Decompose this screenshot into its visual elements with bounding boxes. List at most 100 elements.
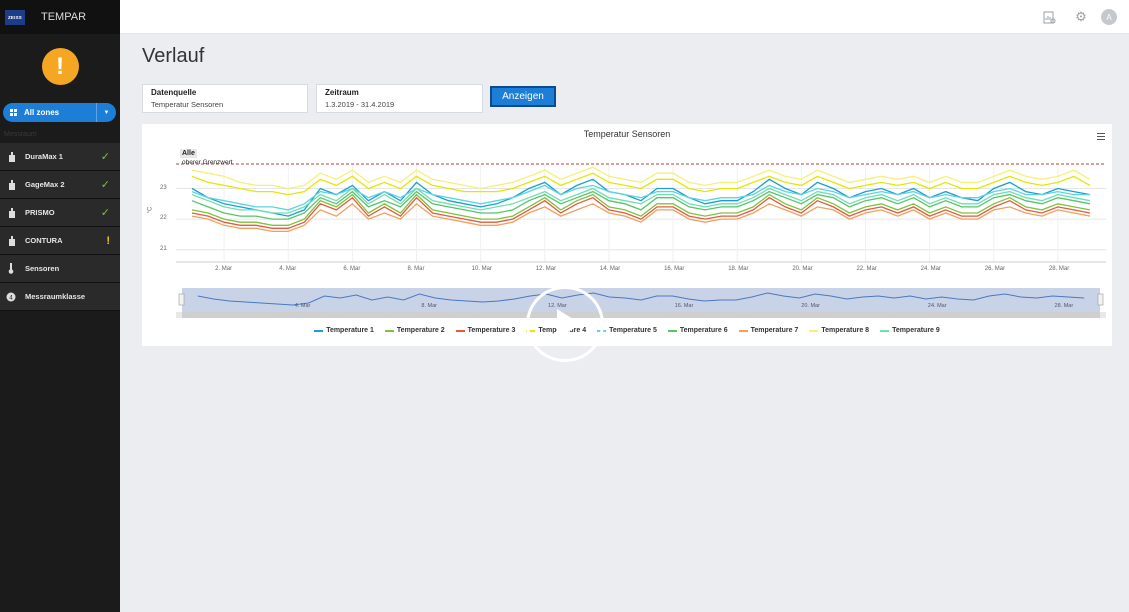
x-tick-label: 10. Mar xyxy=(471,266,492,272)
alert-icon[interactable]: ! xyxy=(41,48,79,85)
section-label: Messraum xyxy=(4,131,37,138)
series-line-5 xyxy=(191,184,1090,211)
series-line-7 xyxy=(191,202,1091,233)
device-icon xyxy=(6,151,16,163)
report-icon[interactable] xyxy=(1042,10,1056,24)
series-line-1 xyxy=(191,178,1091,217)
chevron-down-icon[interactable]: ▼ xyxy=(96,103,116,122)
chart-title: Temperatur Sensoren xyxy=(583,129,671,139)
legend-label: Temperature 8 xyxy=(821,327,870,334)
navigator-tick-label: 8. Mar xyxy=(421,303,437,309)
device-icon xyxy=(6,207,16,219)
sidebar-item-sensoren[interactable]: Sensoren xyxy=(0,255,120,283)
alert-symbol: ! xyxy=(56,52,64,80)
check-icon: ✓ xyxy=(100,207,110,219)
app-name: TEMPAR xyxy=(41,11,87,23)
x-tick-label: 4. Mar xyxy=(279,266,297,272)
sidebar-item-label: PRISMO xyxy=(25,208,55,217)
page-title: Verlauf xyxy=(142,45,205,67)
annotation-group: Alle xyxy=(180,149,197,158)
legend-swatch xyxy=(667,329,677,332)
period-field[interactable]: Zeitraum 1.3.2019 - 31.4.2019 xyxy=(316,84,483,113)
x-tick-label: 28. Mar xyxy=(1048,266,1070,272)
series-line-6 xyxy=(191,190,1091,220)
legend-label: Temperature 5 xyxy=(609,327,657,334)
sidebar-item-label: Messraumklasse xyxy=(25,292,86,301)
y-tick-label: 21 xyxy=(160,245,167,252)
zone-selector-label: All zones xyxy=(24,108,60,117)
navigator-handle-left[interactable] xyxy=(178,293,185,306)
temperature-chart[interactable] xyxy=(142,124,1112,346)
top-bar: ⚙ A xyxy=(120,0,1129,34)
data-source-label: Datenquelle xyxy=(151,88,197,97)
legend-item-8[interactable]: Temperature 8 xyxy=(809,327,869,334)
legend-swatch xyxy=(314,329,324,332)
sidebar-item-messraumklasse[interactable]: 4 Messraumklasse xyxy=(0,283,120,311)
legend-item-7[interactable]: Temperature 7 xyxy=(738,327,799,334)
device-icon xyxy=(6,179,16,191)
series-line-8 xyxy=(191,166,1091,190)
avatar[interactable]: A xyxy=(1101,9,1117,25)
sidebar-item-label: GageMax 2 xyxy=(25,180,65,189)
menu-icon[interactable] xyxy=(1097,133,1105,140)
series-line-2 xyxy=(191,193,1091,226)
warning-icon: ! xyxy=(106,234,110,247)
y-axis-label: °C xyxy=(147,206,154,214)
x-tick-label: 20. Mar xyxy=(792,266,813,272)
sidebar-item-gagemax-2[interactable]: GageMax 2 ✓ xyxy=(0,171,120,199)
navigator-series xyxy=(197,292,1085,306)
navigator-tick-label: 16. Mar xyxy=(674,303,694,309)
series-line-3 xyxy=(191,196,1091,229)
show-button[interactable]: Anzeigen xyxy=(490,86,556,107)
legend-label: Temperature 7 xyxy=(750,327,799,334)
legend-label: Temperature 1 xyxy=(326,327,374,334)
x-tick-label: 2. Mar xyxy=(215,266,233,272)
data-source-select[interactable]: Datenquelle Temperatur Sensoren xyxy=(142,84,308,113)
navigator-tick-label: 20. Mar xyxy=(801,303,820,309)
x-tick-label: 18. Mar xyxy=(728,266,749,272)
gear-icon[interactable]: ⚙ xyxy=(1075,9,1087,24)
y-tick-label: 23 xyxy=(160,184,167,191)
x-tick-label: 8. Mar xyxy=(407,266,425,272)
legend-item-3[interactable]: Temperature 3 xyxy=(455,327,516,334)
sidebar-item-contura[interactable]: CONTURA ! xyxy=(0,227,120,255)
chart-card: Temperatur Sensoren Alle oberer Grenzwer… xyxy=(142,124,1112,346)
zone-selector[interactable]: All zones ▼ xyxy=(3,103,116,122)
legend-item-2[interactable]: Temperature 2 xyxy=(384,327,445,334)
y-tick-label: 22 xyxy=(160,215,167,222)
series-line-4 xyxy=(191,172,1091,196)
legend-item-9[interactable]: Temperature 9 xyxy=(880,327,940,334)
navigator-tick-label: 28. Mar xyxy=(1054,303,1074,309)
play-icon[interactable] xyxy=(526,286,604,362)
sidebar-item-prismo[interactable]: PRISMO ✓ xyxy=(0,199,120,227)
data-source-value: Temperatur Sensoren xyxy=(151,100,224,109)
navigator-tick-label: 24. Mar xyxy=(927,303,947,309)
legend-label: Temperature 6 xyxy=(679,327,728,334)
legend-label: Temperature 2 xyxy=(396,327,445,334)
zeiss-logo: ZEISS xyxy=(5,9,25,25)
chart-legend: Temperature 1 Temperature 2 Temperature 3 T… xyxy=(142,327,1112,334)
navigator-handle-right[interactable] xyxy=(1097,293,1104,306)
annotation-upper-limit: oberer Grenzwert xyxy=(182,159,233,166)
legend-label: Temperature 3 xyxy=(467,327,516,334)
device-icon xyxy=(6,235,16,247)
legend-swatch xyxy=(880,329,890,332)
series-line-9 xyxy=(191,187,1091,214)
legend-item-1[interactable]: Temperature 1 xyxy=(314,327,374,334)
thermometer-icon xyxy=(6,263,16,275)
sidebar-item-label: DuraMax 1 xyxy=(25,152,63,161)
check-icon: ✓ xyxy=(100,151,110,163)
sidebar-item-duramax-1[interactable]: DuraMax 1 ✓ xyxy=(0,143,120,171)
x-tick-label: 12. Mar xyxy=(535,266,557,272)
period-label: Zeitraum xyxy=(325,88,359,97)
x-tick-label: 16. Mar xyxy=(664,266,685,272)
navigator-scrollbar-thumb[interactable] xyxy=(182,312,1100,318)
legend-item-6[interactable]: Temperature 6 xyxy=(667,327,728,334)
legend-label: Temperature 9 xyxy=(892,327,940,334)
sidebar-item-label: Sensoren xyxy=(25,264,60,273)
class-icon: 4 xyxy=(6,291,16,303)
legend-item-5[interactable]: Temperature 5 xyxy=(597,327,657,334)
legend-swatch xyxy=(455,329,465,332)
x-tick-label: 22. Mar xyxy=(856,266,877,272)
brand-bar: ZEISS TEMPAR xyxy=(0,0,120,34)
